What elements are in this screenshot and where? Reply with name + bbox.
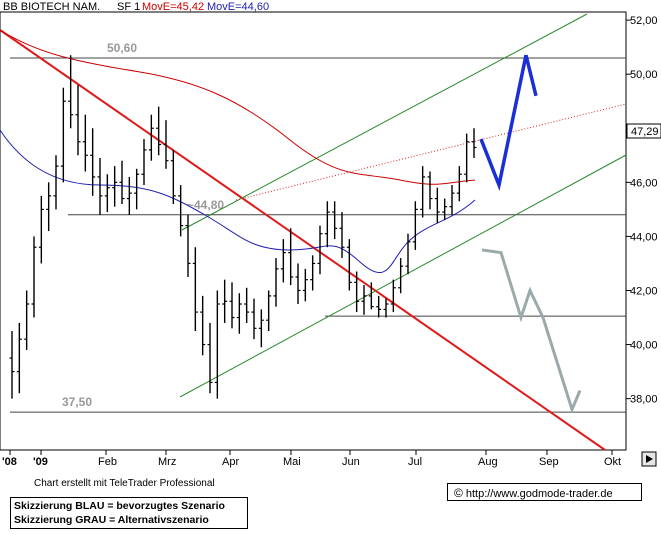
scenario-note-gray: Skizzierung GRAU = Alternativszenario: [14, 514, 209, 526]
y-tick-label: 42,00: [630, 285, 658, 297]
arrow-right-icon: [646, 455, 653, 463]
downtrend-line: [0, 29, 606, 451]
level-label: 37,50: [62, 395, 92, 409]
y-tick-label: 52,00: [630, 15, 658, 27]
channel-lower-line: [179, 154, 627, 398]
x-tick-label: Mai: [283, 456, 301, 468]
y-tick-label: 40,00: [630, 340, 658, 352]
y-tick-label: 50,00: [630, 69, 658, 81]
x-tick-label: Sep: [539, 456, 559, 468]
y-tick-label: 38,00: [630, 394, 658, 406]
trend-lines: [0, 13, 627, 451]
horizontal-levels: 50,60 ~44,80 37,50: [10, 41, 626, 413]
ma2-label: MovE=44,60: [207, 1, 269, 13]
instrument-name: BB BIOTECH NAM.: [3, 1, 100, 13]
credit-text: Chart erstellt mit TeleTrader Profession…: [34, 478, 215, 489]
x-tick-label: Feb: [98, 456, 117, 468]
level-label: ~44,80: [187, 198, 224, 212]
x-tick-label: Apr: [222, 456, 239, 468]
ma1-label: MovE=45,42: [142, 1, 204, 13]
scenario-sketches: [479, 54, 582, 414]
alternative-scenario-line: [481, 248, 582, 414]
svg-text:BB BIOTECH NAM.: BB BIOTECH NAM.: [3, 1, 100, 13]
svg-text:MovE=45,42: MovE=45,42: [142, 1, 204, 13]
website-url[interactable]: http://www.godmode-trader.de: [465, 488, 613, 500]
settings-label: SF 1: [117, 1, 140, 13]
ma1-line: [0, 29, 476, 185]
copyright-icon: ©: [454, 486, 463, 500]
x-tick-label: Aug: [478, 456, 498, 468]
x-tick-label: Jul: [408, 456, 422, 468]
website-link[interactable]: © http://www.godmode-trader.de: [447, 483, 642, 501]
svg-text:SF 1: SF 1: [117, 1, 140, 13]
scenario-legend-box: Skizzierung BLAU = bevorzugtes Szenario …: [10, 497, 248, 529]
preferred-scenario-line: [479, 54, 538, 192]
ohlc-bars: [9, 55, 477, 399]
x-tick-label: Okt: [604, 456, 621, 468]
dotted-projection-line: [235, 103, 627, 201]
x-tick-label: Mrz: [158, 456, 176, 468]
scenario-note-blue: Skizzierung BLAU = bevorzugtes Szenario: [14, 500, 225, 512]
y-tick-label: 44,00: [630, 231, 658, 243]
level-label: 50,60: [107, 41, 137, 55]
x-tick-label: Jun: [342, 456, 360, 468]
last-price-tag: [626, 123, 661, 139]
svg-text:MovE=44,60: MovE=44,60: [207, 1, 269, 13]
x-tick-label: '08: [2, 456, 17, 468]
last-price-label: 47,29: [631, 126, 659, 138]
y-tick-label: 46,00: [630, 177, 658, 189]
x-axis-ticks: '08 '09 Feb Mrz Apr Mai Jun Jul Aug Sep Okt: [2, 450, 621, 468]
x-tick-label: '09: [33, 456, 48, 468]
channel-upper-line: [181, 13, 588, 231]
plot-area: [0, 11, 627, 451]
